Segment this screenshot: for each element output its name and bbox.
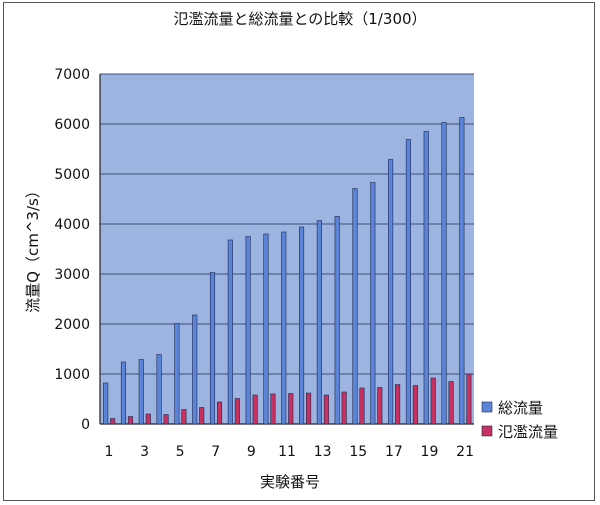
bar-total-flow: [120, 361, 127, 425]
x-tick-label: 17: [385, 444, 403, 460]
bar-overflow-flow: [306, 392, 312, 425]
y-tick-label: 1000: [54, 367, 90, 383]
bar-overflow-flow: [252, 394, 258, 425]
x-tick-label: 7: [211, 444, 220, 460]
x-tick-label: 21: [456, 444, 474, 460]
bar-overflow-flow: [466, 373, 472, 425]
bar-overflow-flow: [288, 393, 294, 425]
bar-overflow-flow: [323, 394, 329, 425]
bar-total-flow: [281, 231, 287, 425]
bar-total-flow: [334, 216, 340, 425]
bar-total-flow: [459, 117, 465, 425]
bar-overflow-flow: [448, 381, 454, 425]
bar-total-flow: [316, 220, 322, 425]
bar-overflow-flow: [430, 377, 436, 425]
bar-overflow-flow: [163, 414, 169, 425]
bar-overflow-flow: [181, 409, 187, 425]
bar-total-flow: [156, 354, 162, 425]
y-tick-label: 4000: [54, 217, 90, 233]
bar-total-flow: [299, 226, 305, 425]
bar-total-flow: [192, 314, 198, 425]
x-axis-label: 実験番号: [260, 473, 320, 491]
x-tick-label: 15: [349, 444, 367, 460]
bar-total-flow: [370, 182, 376, 425]
bar-total-flow: [388, 159, 394, 425]
bar-overflow-flow: [234, 398, 240, 425]
bar-overflow-flow: [216, 401, 223, 425]
legend-swatch: [481, 401, 493, 413]
y-tick-label: 0: [81, 417, 90, 433]
x-tick-label: 1: [104, 444, 113, 460]
bar-total-flow: [227, 239, 233, 425]
x-tick-label: 11: [278, 444, 296, 460]
bar-total-flow: [423, 131, 429, 425]
bar-total-flow: [245, 236, 251, 425]
bar-overflow-flow: [127, 416, 134, 425]
bar-total-flow: [263, 233, 269, 425]
plot-area: [100, 74, 474, 424]
bar-overflow-flow: [199, 407, 205, 425]
x-tick-label: 3: [140, 444, 149, 460]
y-tick-label: 5000: [54, 167, 90, 183]
y-tick-label: 3000: [54, 267, 90, 283]
bar-overflow-flow: [377, 387, 383, 425]
bar-total-flow: [174, 323, 180, 425]
x-tick-label: 19: [421, 444, 439, 460]
x-tick-label: 5: [176, 444, 185, 460]
bar-overflow-flow: [145, 413, 151, 425]
y-tick-label: 7000: [54, 67, 90, 83]
bar-total-flow: [441, 122, 447, 425]
bar-total-flow: [405, 139, 411, 425]
legend-label: 総流量: [498, 399, 543, 417]
bar-overflow-flow: [110, 418, 116, 425]
x-tick-label: 9: [247, 444, 256, 460]
bar-overflow-flow: [270, 393, 276, 425]
y-tick-label: 6000: [54, 117, 90, 133]
chart-title: 氾濫流量と総流量との比較（1/300）: [173, 10, 426, 28]
bar-total-flow: [138, 359, 144, 425]
y-axis-label: 流量Q（cm^3/s）: [24, 183, 42, 313]
legend-label: 氾濫流量: [498, 423, 558, 441]
x-tick-label: 13: [314, 444, 332, 460]
bar-overflow-flow: [359, 387, 365, 425]
bar-overflow-flow: [341, 391, 347, 425]
bar-overflow-flow: [412, 385, 418, 425]
bar-total-flow: [352, 188, 358, 425]
legend-swatch: [481, 425, 493, 437]
y-tick-label: 2000: [54, 317, 90, 333]
bar-total-flow: [209, 272, 216, 425]
bar-total-flow: [103, 382, 109, 425]
bar-overflow-flow: [395, 384, 401, 425]
